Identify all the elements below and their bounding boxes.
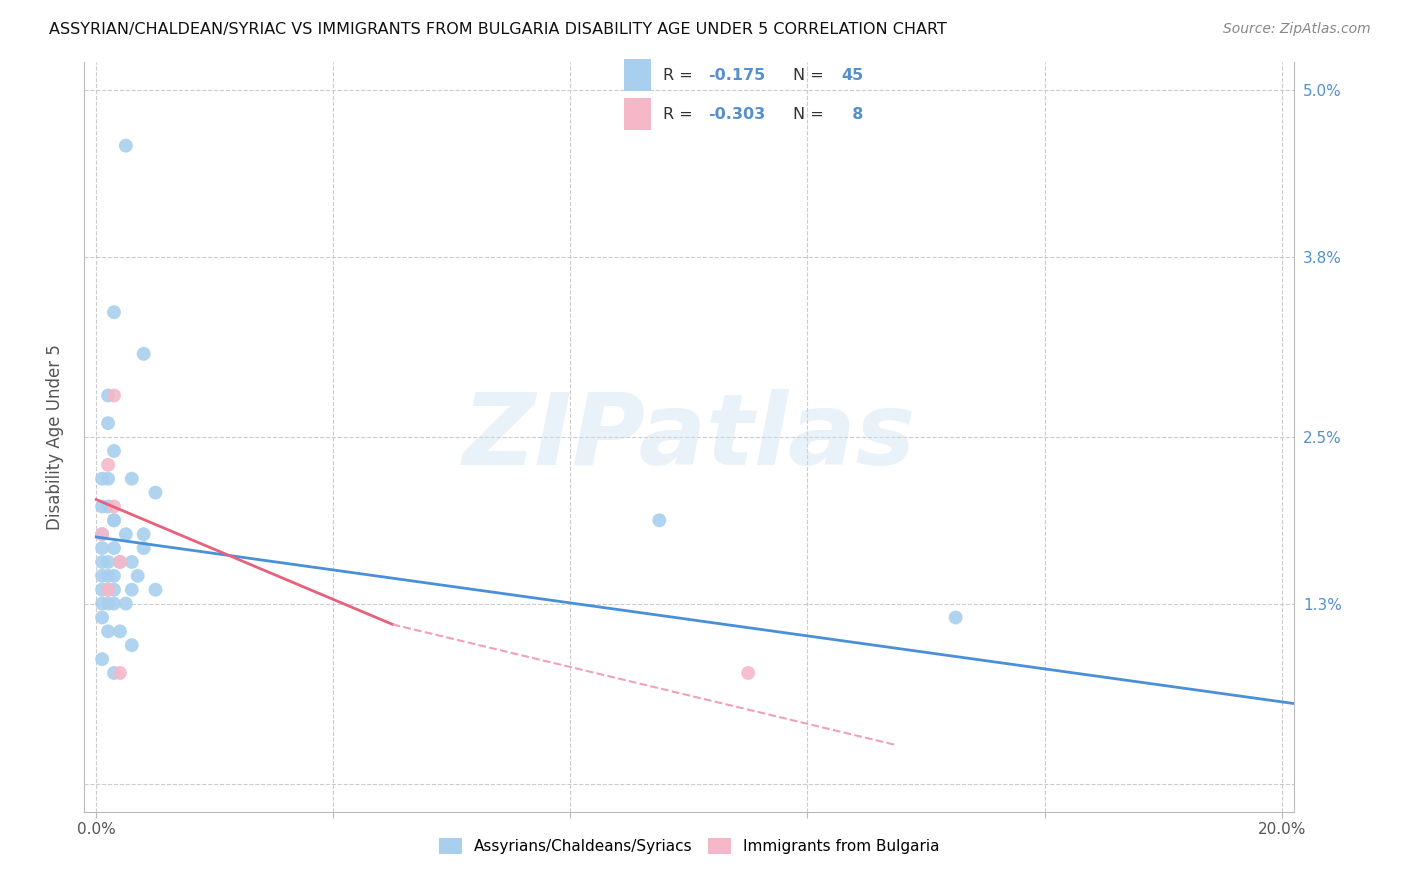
- Text: 45: 45: [841, 68, 863, 83]
- Text: ZIPatlas: ZIPatlas: [463, 389, 915, 485]
- Point: [97, 500, 120, 514]
- Point: [103, 305, 125, 319]
- Point: [91, 541, 114, 555]
- Text: -0.303: -0.303: [709, 107, 766, 122]
- Point: [97, 582, 120, 597]
- Point: [108, 624, 131, 639]
- Point: [103, 541, 125, 555]
- Point: [103, 500, 125, 514]
- Point: [945, 610, 967, 624]
- Point: [91, 500, 114, 514]
- Point: [97, 472, 120, 486]
- Point: [91, 610, 114, 624]
- FancyBboxPatch shape: [624, 97, 651, 130]
- Point: [121, 472, 143, 486]
- Point: [108, 555, 131, 569]
- Point: [145, 485, 167, 500]
- Point: [91, 652, 114, 666]
- Point: [91, 597, 114, 611]
- Point: [97, 597, 120, 611]
- Point: [121, 582, 143, 597]
- Point: [108, 665, 131, 680]
- Point: [132, 541, 155, 555]
- Point: [103, 513, 125, 527]
- Point: [121, 555, 143, 569]
- Text: 8: 8: [841, 107, 863, 122]
- Point: [103, 513, 125, 527]
- Point: [115, 527, 138, 541]
- Point: [127, 569, 149, 583]
- Point: [132, 347, 155, 361]
- Point: [97, 624, 120, 639]
- Point: [97, 569, 120, 583]
- Text: N =: N =: [793, 107, 830, 122]
- Point: [91, 569, 114, 583]
- Point: [737, 665, 759, 680]
- Point: [91, 527, 114, 541]
- Point: [121, 638, 143, 652]
- Text: Source: ZipAtlas.com: Source: ZipAtlas.com: [1223, 22, 1371, 37]
- Legend: Assyrians/Chaldeans/Syriacs, Immigrants from Bulgaria: Assyrians/Chaldeans/Syriacs, Immigrants …: [433, 832, 945, 860]
- Point: [91, 472, 114, 486]
- Text: R =: R =: [664, 68, 697, 83]
- Point: [103, 388, 125, 402]
- Point: [145, 582, 167, 597]
- Point: [648, 513, 671, 527]
- Text: ASSYRIAN/CHALDEAN/SYRIAC VS IMMIGRANTS FROM BULGARIA DISABILITY AGE UNDER 5 CORR: ASSYRIAN/CHALDEAN/SYRIAC VS IMMIGRANTS F…: [49, 22, 948, 37]
- Text: R =: R =: [664, 107, 697, 122]
- Point: [103, 569, 125, 583]
- Point: [108, 555, 131, 569]
- Point: [91, 582, 114, 597]
- FancyBboxPatch shape: [624, 59, 651, 91]
- Point: [103, 665, 125, 680]
- Point: [103, 582, 125, 597]
- Point: [103, 597, 125, 611]
- Text: -0.175: -0.175: [709, 68, 766, 83]
- Text: N =: N =: [793, 68, 830, 83]
- Point: [97, 555, 120, 569]
- Point: [91, 555, 114, 569]
- Point: [97, 582, 120, 597]
- Point: [97, 388, 120, 402]
- Point: [132, 527, 155, 541]
- Point: [115, 138, 138, 153]
- Point: [97, 458, 120, 472]
- Point: [91, 527, 114, 541]
- Point: [115, 597, 138, 611]
- Point: [97, 416, 120, 430]
- Y-axis label: Disability Age Under 5: Disability Age Under 5: [45, 344, 63, 530]
- Point: [103, 444, 125, 458]
